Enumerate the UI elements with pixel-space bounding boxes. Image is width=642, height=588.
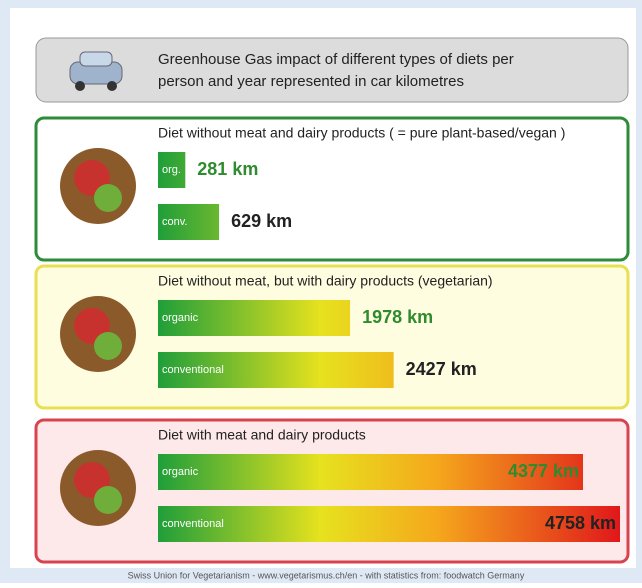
bar [158, 506, 620, 542]
bar [158, 454, 584, 490]
food-icon [94, 184, 122, 212]
bar-category: conventional [162, 518, 224, 530]
food-icon [94, 332, 122, 360]
bar [158, 152, 186, 188]
panel-title: Diet with meat and dairy products [158, 427, 366, 443]
bar-category: org. [162, 164, 181, 176]
bar [158, 352, 394, 388]
header-title: Greenhouse Gas impact of different types… [158, 51, 514, 68]
food-icon [94, 486, 122, 514]
value-label: 1978 km [362, 307, 433, 327]
car-icon [69, 51, 123, 91]
panel-title: Diet without meat, but with dairy produc… [158, 273, 493, 289]
header-box [35, 37, 629, 103]
value-label: 281 km [197, 159, 258, 179]
bar [158, 204, 220, 240]
panel-title: Diet without meat and dairy products ( =… [158, 125, 565, 141]
value-label: 4758 km [545, 513, 616, 533]
value-label: 4377 km [508, 461, 579, 481]
bar-category: organic [162, 466, 199, 478]
value-label: 629 km [231, 211, 292, 231]
value-label: 2427 km [406, 359, 477, 379]
bar [158, 300, 351, 336]
bar-category: conv. [162, 216, 187, 228]
bar-category: conventional [162, 364, 224, 376]
panels: Diet without meat and dairy products ( =… [34, 116, 630, 564]
footer: Swiss Union for Vegetarianism - www.vege… [128, 570, 525, 580]
bar-category: organic [162, 312, 199, 324]
header-title: person and year represented in car kilom… [158, 73, 464, 90]
